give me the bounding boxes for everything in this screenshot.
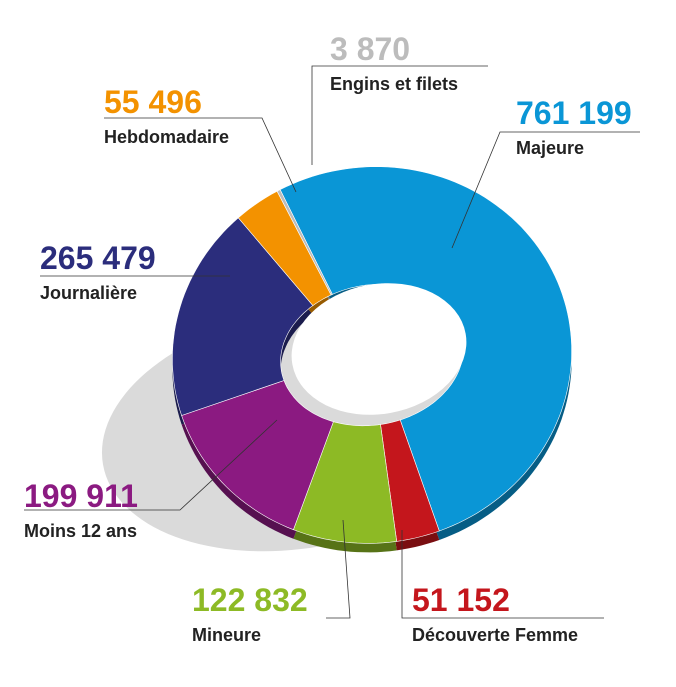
value-label-engins-et-filets: 3 870 — [330, 31, 410, 67]
category-label-moins-12-ans: Moins 12 ans — [24, 521, 137, 541]
value-label-decouverte-femme: 51 152 — [412, 582, 510, 618]
leader-line-majeure — [451, 131, 640, 249]
leader-line-mineure — [326, 519, 351, 619]
category-label-engins-et-filets: Engins et filets — [330, 74, 458, 94]
leader-line-decouverte-femme — [401, 530, 604, 619]
leader-line-moins-12-ans — [24, 419, 278, 511]
leader-lines — [24, 65, 640, 619]
leader-line-engins-et-filets — [311, 65, 488, 165]
category-label-majeure: Majeure — [516, 138, 584, 158]
category-label-journaliere: Journalière — [40, 283, 137, 303]
category-label-decouverte-femme: Découverte Femme — [412, 625, 578, 645]
donut-slices — [172, 166, 572, 544]
value-label-hebdomadaire: 55 496 — [104, 84, 202, 120]
category-label-hebdomadaire: Hebdomadaire — [104, 127, 229, 147]
category-label-mineure: Mineure — [192, 625, 261, 645]
slice-engins-et-filets — [276, 189, 333, 296]
leader-line-hebdomadaire — [104, 117, 297, 193]
value-label-majeure: 761 199 — [516, 95, 632, 131]
donut-hole — [291, 283, 467, 415]
value-label-moins-12-ans: 199 911 — [24, 478, 138, 514]
data-labels: 761 199 Majeure 51 152 Découverte Femme 122 … — [24, 31, 632, 645]
value-label-mineure: 122 832 — [192, 582, 308, 618]
value-label-journaliere: 265 479 — [40, 240, 156, 276]
